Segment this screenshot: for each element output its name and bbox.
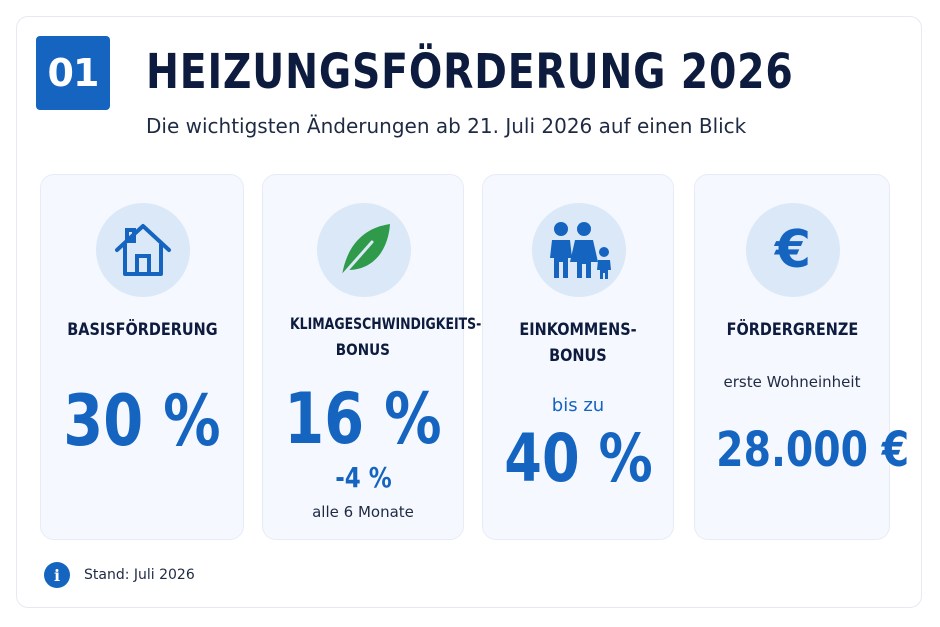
info-icon: i	[44, 562, 70, 588]
page-subtitle: Die wichtigsten Änderungen ab 21. Juli 2…	[146, 114, 747, 138]
card-note: erste Wohneinheit	[723, 373, 861, 391]
leaf-icon-circle	[317, 203, 411, 297]
card-klimabonus: KLIMAGESCHWINDIGKEITS- BONUS 16 % -4 % a…	[262, 174, 482, 540]
card-value: 28.000 €	[716, 422, 910, 478]
page-title: HEIZUNGSFÖRDERUNG 2026	[146, 44, 794, 100]
card-einkommensbonus: EINKOMMENS- BONUS bis zu 40 %	[482, 174, 674, 540]
card-label: EINKOMMENS- BONUS	[519, 320, 637, 366]
card-foerdergrenze: € FÖRDERGRENZE erste Wohneinheit 28.000 …	[694, 174, 910, 540]
euro-icon-circle: €	[746, 203, 840, 297]
card-note: alle 6 Monate	[312, 503, 414, 521]
family-icon	[550, 222, 611, 279]
leaf-icon	[340, 224, 390, 278]
card-label: KLIMAGESCHWINDIGKEITS- BONUS	[289, 314, 482, 359]
house-icon-circle	[96, 203, 190, 297]
card-value: 16 %	[284, 378, 442, 460]
card-value: 30 %	[63, 380, 221, 462]
section-number-badge: 01	[36, 36, 110, 110]
card-change: -4 %	[334, 461, 392, 494]
card-label: BASISFÖRDERUNG	[66, 320, 218, 340]
family-icon-circle	[532, 203, 626, 297]
euro-icon: €	[774, 220, 812, 280]
card-value: 40 %	[503, 420, 653, 497]
card-basisfoerderung: BASISFÖRDERUNG 30 %	[40, 174, 244, 540]
footer: i Stand: Juli 2026	[44, 562, 195, 588]
section-number: 01	[47, 51, 100, 95]
card-label: FÖRDERGRENZE	[726, 320, 858, 340]
footer-text: Stand: Juli 2026	[84, 567, 195, 583]
card-prefix: bis zu	[551, 395, 605, 416]
house-icon	[115, 224, 171, 276]
